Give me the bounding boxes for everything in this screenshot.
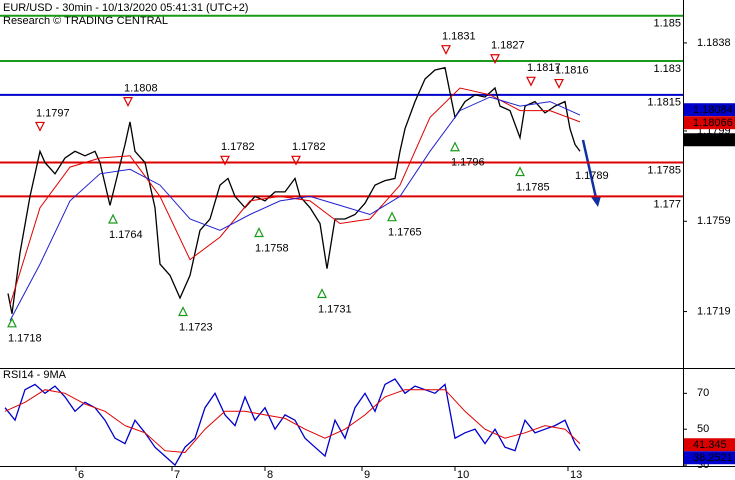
low-marker (7, 317, 17, 328)
price-tag (684, 116, 735, 130)
forecast-label: 1.1789 (575, 170, 609, 182)
low-marker (108, 213, 118, 224)
price-tag-label: 41.345 (693, 439, 727, 451)
price-tag (684, 451, 735, 465)
low-marker (450, 141, 460, 152)
low-marker (515, 166, 525, 177)
pivot-label: 1.1782 (221, 141, 255, 153)
pivot-label: 1.1797 (36, 107, 70, 119)
series-line (4, 389, 581, 454)
pivot-label: 1.1782 (292, 141, 326, 153)
pivot-label: 1.1785 (516, 181, 550, 193)
price-tag (684, 103, 735, 117)
high-marker (35, 121, 45, 132)
series-line (7, 66, 581, 314)
high-marker (220, 155, 230, 166)
panel-title: RSI14 - 9MA (3, 369, 67, 381)
x-tick-label: 13 (570, 469, 582, 480)
x-tick-label: 9 (364, 469, 370, 480)
level-label: 1.185 (653, 18, 681, 30)
high-marker (490, 54, 500, 65)
x-tick-label: 7 (174, 469, 180, 480)
pivot-label: 1.1758 (255, 242, 289, 254)
y-tick-label: 1.1719 (697, 305, 731, 317)
level-label: 1.1815 (647, 97, 681, 109)
pivot-label: 1.1817 (527, 62, 561, 74)
pivot-label: 1.1796 (451, 157, 485, 169)
pivot-label: 1.1718 (8, 333, 42, 345)
y-tick-label: 50 (697, 423, 709, 435)
low-marker (178, 306, 188, 317)
price-tag-label: 38.2521 (693, 452, 733, 464)
high-marker (554, 78, 564, 89)
price-tag-label: 1.18066 (693, 117, 733, 129)
pivot-label: 1.1723 (179, 321, 213, 333)
price-tag-label: 1.17951 (693, 134, 733, 146)
y-tick-label: 70 (697, 387, 709, 399)
series-line (9, 96, 581, 321)
pivot-label: 1.1816 (555, 64, 589, 76)
pivot-label: 1.1764 (109, 229, 143, 241)
pivot-label: 1.1765 (388, 227, 422, 239)
high-marker (441, 45, 451, 56)
pivot-label: 1.1731 (318, 303, 352, 315)
low-marker (387, 211, 397, 222)
level-label: 1.177 (653, 198, 681, 210)
price-tag (684, 438, 735, 452)
x-tick-label: 10 (457, 469, 469, 480)
level-label: 1.1785 (647, 164, 681, 176)
x-tick-label: 6 (78, 469, 84, 480)
price-tag (684, 133, 735, 147)
series-line (4, 378, 581, 467)
chart-title: EUR/USD - 30min - 10/13/2020 05:41:31 (U… (3, 2, 248, 14)
chart-subtitle: Research © TRADING CENTRAL (3, 15, 168, 27)
level-label: 1.183 (653, 63, 681, 75)
pivot-label: 1.1808 (124, 83, 158, 95)
y-tick-label: 1.1838 (697, 37, 731, 49)
high-marker (291, 155, 301, 166)
high-marker (123, 97, 133, 107)
y-tick-label: 1.1759 (697, 215, 731, 227)
low-marker (317, 288, 327, 299)
forecast-arrowhead (591, 196, 601, 207)
pivot-label: 1.1831 (442, 31, 476, 43)
low-marker (254, 227, 264, 238)
x-tick-label: 8 (267, 469, 273, 480)
high-marker (526, 76, 536, 87)
pivot-label: 1.1827 (491, 40, 525, 52)
forecast-arrow (581, 139, 598, 199)
price-tag-label: 1.18084 (693, 104, 733, 116)
